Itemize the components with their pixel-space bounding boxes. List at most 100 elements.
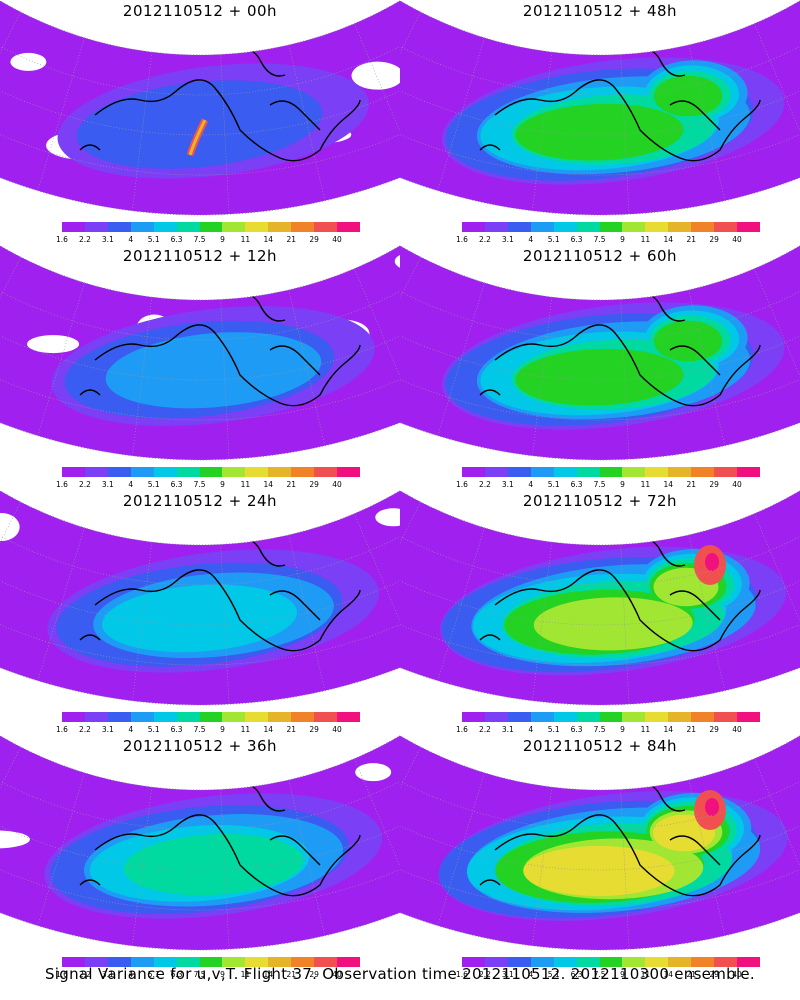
colorbar-tick-label: 40 xyxy=(732,970,742,979)
colorbar-segment xyxy=(291,222,315,232)
colorbar-tick-label: 3.1 xyxy=(101,725,114,734)
colorbar-tick-label: 14 xyxy=(663,725,674,734)
colorbar-tick-label: 2.2 xyxy=(78,235,91,244)
colorbar-segment xyxy=(691,467,715,477)
colorbar-labels: 1.6 2.2 3.1 4 5.1 6.3 7.5 9 11 14 21 29 40 xyxy=(56,235,360,245)
colorbar-tick-label: 3.1 xyxy=(101,235,114,244)
colorbar-tick-label: 5.1 xyxy=(547,970,560,979)
colorbar-segment xyxy=(314,222,338,232)
colorbar-tick-label: 14 xyxy=(663,480,674,489)
colorbar-segment xyxy=(622,467,646,477)
colorbar-tick-label: 6.3 xyxy=(570,970,583,979)
colorbar-segment xyxy=(576,222,600,232)
colorbar-tick-label: 2.2 xyxy=(478,970,491,979)
colorbar-segment xyxy=(62,467,85,477)
panel-title: 2012110512 + 72h xyxy=(522,492,678,510)
colorbar xyxy=(462,222,760,232)
colorbar-segment xyxy=(484,467,508,477)
colorbar xyxy=(62,467,360,477)
colorbar-tick-label: 5.1 xyxy=(547,725,560,734)
colorbar-tick-label: 40 xyxy=(332,970,342,979)
colorbar-segment xyxy=(462,222,485,232)
colorbar-segment xyxy=(245,712,269,722)
colorbar-labels: 1.6 2.2 3.1 4 5.1 6.3 7.5 9 11 14 21 29 40 xyxy=(456,725,760,735)
colorbar-tick-label: 14 xyxy=(663,970,674,979)
colorbar-tick-label: 5.1 xyxy=(147,725,160,734)
colorbar-segment xyxy=(337,467,360,477)
colorbar-segment xyxy=(462,467,485,477)
colorbar-tick-label: 21 xyxy=(686,235,696,244)
colorbar-tick-label: 5.1 xyxy=(147,235,160,244)
colorbar-segment xyxy=(107,222,131,232)
colorbar-segment xyxy=(130,467,154,477)
colorbar-tick-label: 21 xyxy=(286,480,296,489)
colorbar-tick-label: 4 xyxy=(128,480,134,489)
colorbar-segment xyxy=(507,712,531,722)
colorbar-segment xyxy=(291,467,315,477)
colorbar-tick-label: 14 xyxy=(663,235,674,244)
colorbar-tick-label: 11 xyxy=(640,970,651,979)
colorbar-tick-label: 11 xyxy=(640,725,651,734)
colorbar-tick-label: 21 xyxy=(686,970,696,979)
figure-caption: Signal Variance for u,v,T. Flight 37. Ob… xyxy=(44,965,756,983)
colorbar-tick-label: 29 xyxy=(709,235,719,244)
map-panel: 2012110512 + 24h 1.6 2.2 3.1 4 5.1 6.3 7.5 9 11 14… xyxy=(0,490,400,735)
colorbar xyxy=(462,712,760,722)
colorbar-tick-label: 7.5 xyxy=(593,725,606,734)
colorbar-tick-label: 3.1 xyxy=(501,235,514,244)
colorbar xyxy=(62,222,360,232)
colorbar-segment xyxy=(576,957,600,967)
colorbar-segment xyxy=(337,222,360,232)
colorbar-segment xyxy=(107,467,131,477)
colorbar-tick-label: 5.1 xyxy=(147,480,160,489)
colorbar-tick-label: 2.2 xyxy=(478,480,491,489)
colorbar-labels: 1.6 2.2 3.1 4 5.1 6.3 7.5 9 11 14 21 29 40 xyxy=(56,480,360,490)
colorbar-tick-label: 6.3 xyxy=(570,235,583,244)
colorbar-segment xyxy=(222,712,246,722)
colorbar-segment xyxy=(245,467,269,477)
colorbar-segment xyxy=(530,712,554,722)
colorbar-tick-label: 9 xyxy=(620,725,625,734)
colorbar-segment xyxy=(268,467,292,477)
colorbar-segment xyxy=(714,467,738,477)
colorbar-segment xyxy=(714,957,738,967)
colorbar-segment xyxy=(645,712,669,722)
colorbar-tick-label: 7.5 xyxy=(593,480,606,489)
colorbar-tick-label: 4 xyxy=(528,725,534,734)
colorbar-segment xyxy=(668,957,692,967)
colorbar-tick-label: 9 xyxy=(220,970,225,979)
colorbar-segment xyxy=(153,957,177,967)
colorbar-tick-label: 9 xyxy=(620,970,625,979)
colorbar-tick-label: 21 xyxy=(286,970,296,979)
colorbar-segment xyxy=(668,467,692,477)
map-panel: 2012110512 + 36h 1.6 2.2 3.1 4 5.1 6.3 7.5 9 11 14… xyxy=(0,735,400,980)
colorbar-tick-label: 40 xyxy=(332,725,342,734)
colorbar-segment xyxy=(245,222,269,232)
colorbar-segment xyxy=(714,222,738,232)
colorbar-segment xyxy=(153,712,177,722)
colorbar-segment xyxy=(484,222,508,232)
colorbar-segment xyxy=(84,222,108,232)
colorbar-tick-label: 11 xyxy=(240,480,251,489)
colorbar-segment xyxy=(84,467,108,477)
colorbar-segment xyxy=(668,222,692,232)
colorbar-segment xyxy=(222,222,246,232)
colorbar xyxy=(62,712,360,722)
colorbar-segment xyxy=(553,957,577,967)
colorbar-tick-label: 2.2 xyxy=(78,480,91,489)
colorbar-tick-label: 2.2 xyxy=(78,725,91,734)
colorbar-tick-label: 11 xyxy=(640,235,651,244)
colorbar-segment xyxy=(337,712,360,722)
colorbar-tick-label: 5.1 xyxy=(547,480,560,489)
colorbar-tick-label: 1.6 xyxy=(456,480,468,489)
colorbar-tick-label: 9 xyxy=(220,235,225,244)
colorbar-segment xyxy=(737,467,760,477)
colorbar-segment xyxy=(107,712,131,722)
colorbar-tick-label: 6.3 xyxy=(170,970,183,979)
colorbar-tick-label: 7.5 xyxy=(193,480,206,489)
colorbar-segment xyxy=(737,957,760,967)
colorbar-tick-label: 4 xyxy=(528,970,534,979)
colorbar-tick-label: 1.6 xyxy=(456,970,468,979)
colorbar-segment xyxy=(268,222,292,232)
colorbar-tick-label: 14 xyxy=(263,235,274,244)
